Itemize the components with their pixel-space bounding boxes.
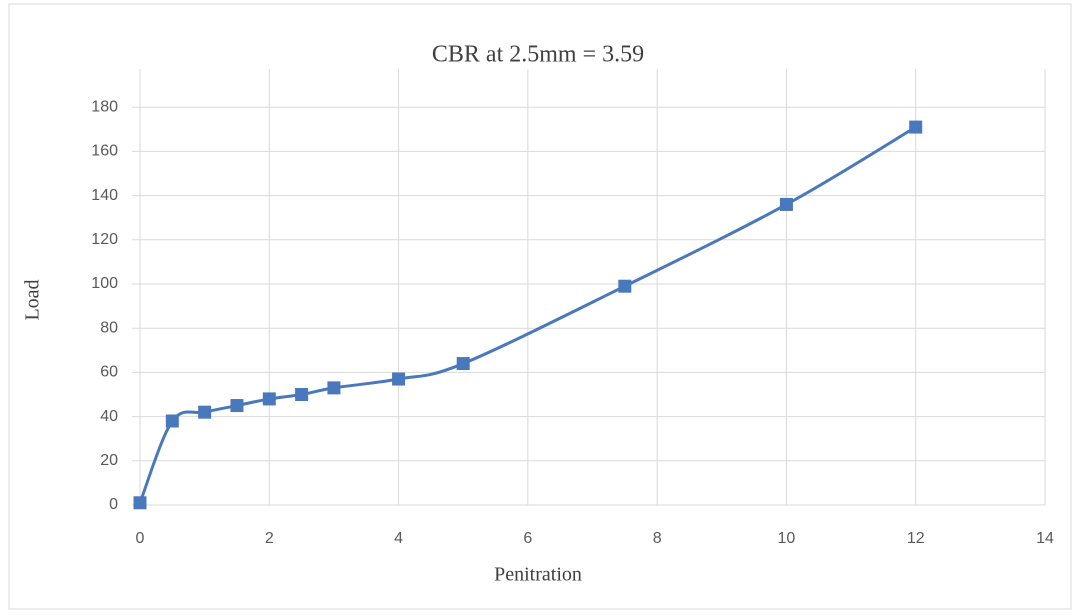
data-marker [263,393,275,405]
y-tick-label: 120 [91,231,118,248]
x-tick-label: 14 [1036,530,1054,547]
x-tick-label: 6 [523,530,532,547]
y-tick-label: 140 [91,187,118,204]
data-marker [199,406,211,418]
data-marker [619,280,631,292]
y-tick-label: 100 [91,275,118,292]
y-tick-label: 180 [91,98,118,115]
data-marker [328,382,340,394]
data-marker [166,415,178,427]
y-tick-label: 80 [100,319,118,336]
data-marker [910,121,922,133]
y-tick-label: 40 [100,408,118,425]
y-axis-title: Load [22,279,44,320]
data-marker [393,373,405,385]
data-marker [780,198,792,210]
y-tick-label: 0 [109,496,118,513]
x-tick-label: 0 [136,530,145,547]
x-tick-label: 8 [653,530,662,547]
data-marker [231,400,243,412]
data-marker [457,358,469,370]
y-tick-label: 160 [91,143,118,160]
data-marker [296,389,308,401]
x-tick-label: 2 [265,530,274,547]
x-tick-label: 4 [394,530,403,547]
x-axis-title: Penitration [494,564,582,586]
chart: CBR at 2.5mm = 3.59 Penitration Load 020… [0,0,1077,615]
chart-border [9,4,1071,609]
x-tick-label: 10 [778,530,796,547]
y-tick-label: 20 [100,452,118,469]
x-tick-label: 12 [907,530,925,547]
y-tick-label: 60 [100,364,118,381]
data-marker [134,497,146,509]
chart-title: CBR at 2.5mm = 3.59 [432,42,644,68]
